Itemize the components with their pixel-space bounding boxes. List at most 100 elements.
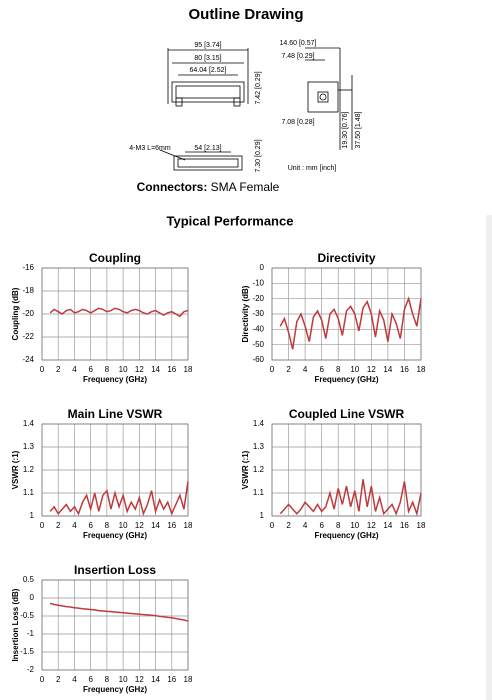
y-tick-label: 1.4 — [253, 419, 265, 428]
y-tick-label: 0.5 — [23, 575, 35, 584]
connectors-label: Connectors: — [137, 180, 208, 194]
x-tick-label: 2 — [56, 675, 61, 684]
x-tick-label: 18 — [417, 521, 426, 530]
y-tick-label: 1 — [260, 511, 265, 520]
y-tick-label: -30 — [252, 309, 264, 318]
y-axis-label: VSWR (:1) — [11, 450, 20, 489]
y-tick-label: -40 — [252, 324, 264, 333]
dimension-label: 7.42 [0.29] — [255, 71, 262, 104]
x-tick-label: 4 — [72, 365, 77, 374]
x-tick-label: 6 — [319, 521, 324, 530]
x-tick-label: 14 — [383, 365, 392, 374]
x-tick-label: 0 — [270, 521, 275, 530]
data-line — [49, 602, 189, 622]
page-title: Outline Drawing — [188, 6, 303, 23]
dimension-label: 37.50 [1.48] — [355, 111, 362, 148]
x-tick-label: 10 — [119, 521, 128, 530]
x-tick-label: 10 — [350, 521, 359, 530]
y-tick-label: 1.2 — [23, 465, 35, 474]
y-tick-label: 1.4 — [23, 419, 35, 428]
x-tick-label: 18 — [184, 521, 193, 530]
x-tick-label: 12 — [135, 675, 144, 684]
connectors: Connectors: SMA Female — [137, 180, 280, 194]
x-tick-label: 12 — [367, 521, 376, 530]
x-tick-label: 4 — [72, 675, 77, 684]
y-tick-label: 1.1 — [253, 488, 265, 497]
y-tick-label: 0 — [30, 593, 35, 602]
dimension-label: Unit : mm [inch] — [288, 165, 337, 172]
y-tick-label: -0.5 — [20, 611, 34, 620]
x-tick-label: 0 — [40, 675, 45, 684]
drawing-labels: 95 [3.74] 80 [3.15] 64.04 [2.52] 7.42 [0.29… — [129, 40, 362, 173]
x-axis-label: Frequency (GHz) — [83, 531, 147, 540]
dimension-label: 14.60 [0.57] — [280, 40, 317, 47]
dimension-label: 80 [3.15] — [194, 55, 221, 62]
y-axis-label: Directivity (dB) — [241, 285, 250, 342]
x-tick-label: 0 — [270, 365, 275, 374]
dimension-label: 4-M3 L=6mm — [129, 145, 171, 152]
x-tick-label: 14 — [151, 365, 160, 374]
y-tick-label: -60 — [252, 355, 264, 364]
x-axis-label: Frequency (GHz) — [83, 685, 147, 694]
x-tick-label: 10 — [119, 365, 128, 374]
x-tick-label: 14 — [151, 521, 160, 530]
y-tick-label: 1.1 — [23, 488, 35, 497]
y-tick-label: 1.3 — [253, 442, 265, 451]
data-line — [279, 296, 422, 350]
plot-frame — [271, 267, 422, 361]
x-tick-label: 16 — [400, 365, 409, 374]
x-tick-label: 4 — [72, 521, 77, 530]
x-tick-label: 14 — [383, 521, 392, 530]
chart-title: Coupled Line VSWR — [289, 407, 405, 421]
y-tick-label: -10 — [252, 278, 264, 287]
x-tick-label: 10 — [350, 365, 359, 374]
dimension-label: 19.30 [0.76] — [342, 111, 349, 148]
section-title: Typical Performance — [167, 213, 294, 228]
x-tick-label: 8 — [336, 365, 341, 374]
dimension-label: 7.48 [0.29] — [281, 53, 314, 60]
x-tick-label: 6 — [88, 365, 93, 374]
y-tick-label: -22 — [22, 332, 34, 341]
x-tick-label: 4 — [303, 521, 308, 530]
y-tick-label: -2 — [27, 665, 35, 674]
x-tick-label: 16 — [167, 365, 176, 374]
chart-title: Coupling — [89, 251, 141, 265]
y-tick-label: -24 — [22, 355, 34, 364]
y-tick-label: -20 — [22, 309, 34, 318]
x-tick-label: 12 — [135, 521, 144, 530]
x-tick-label: 6 — [88, 675, 93, 684]
x-axis-label: Frequency (GHz) — [314, 375, 378, 384]
y-tick-label: 1 — [30, 511, 35, 520]
x-tick-label: 8 — [105, 675, 110, 684]
x-tick-label: 8 — [336, 521, 341, 530]
y-tick-label: -1 — [27, 629, 35, 638]
x-tick-label: 18 — [184, 675, 193, 684]
y-tick-label: 1.2 — [253, 465, 265, 474]
data-line — [49, 481, 189, 516]
chart-title: Insertion Loss — [74, 563, 156, 577]
data-line — [49, 307, 189, 318]
x-tick-label: 8 — [105, 521, 110, 530]
x-tick-label: 6 — [88, 521, 93, 530]
y-tick-label: -20 — [252, 294, 264, 303]
y-axis-label: VSWR (:1) — [241, 450, 250, 489]
y-tick-label: 1.3 — [23, 442, 35, 451]
y-tick-label: -50 — [252, 340, 264, 349]
data-line — [279, 479, 422, 517]
dimension-label: 54 [2.13] — [194, 145, 221, 152]
x-tick-label: 2 — [286, 365, 291, 374]
y-tick-label: -18 — [22, 286, 34, 295]
x-tick-label: 16 — [400, 521, 409, 530]
plot-frame — [41, 267, 189, 361]
x-axis-label: Frequency (GHz) — [83, 375, 147, 384]
dimension-label: 7.08 [0.28] — [281, 119, 314, 126]
connectors-value: SMA Female — [211, 180, 280, 194]
plot-frame — [271, 423, 422, 517]
x-axis-label: Frequency (GHz) — [314, 531, 378, 540]
x-tick-label: 2 — [286, 521, 291, 530]
dimension-label: 7.30 [0.29] — [255, 139, 262, 172]
y-axis-label: Coupling (dB) — [11, 287, 20, 340]
x-tick-label: 18 — [417, 365, 426, 374]
y-tick-label: -16 — [22, 263, 34, 272]
